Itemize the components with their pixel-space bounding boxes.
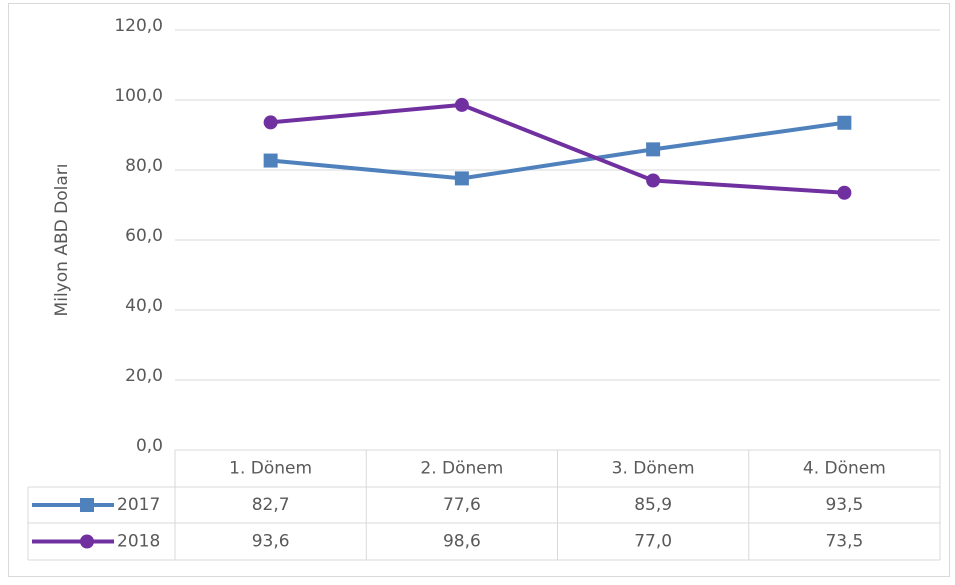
table-cell: 93,5 bbox=[825, 495, 863, 515]
x-tick-label: 4. Dönem bbox=[803, 459, 886, 479]
table-cell: 98,6 bbox=[443, 532, 481, 552]
marker bbox=[646, 173, 661, 188]
series-line bbox=[270, 120, 845, 181]
marker bbox=[263, 153, 278, 168]
table-cell: 93,6 bbox=[252, 532, 290, 552]
table-cell: 73,5 bbox=[825, 532, 863, 552]
y-tick-label: 0,0 bbox=[136, 436, 163, 456]
x-tick-label: 2. Dönem bbox=[420, 459, 503, 479]
x-tick-label: 1. Dönem bbox=[229, 459, 312, 479]
y-tick-label: 80,0 bbox=[125, 156, 163, 176]
y-tick-label: 40,0 bbox=[125, 296, 163, 316]
y-tick-label: 60,0 bbox=[125, 226, 163, 246]
marker bbox=[837, 115, 852, 130]
y-axis-label: Milyon ABD Doları bbox=[52, 164, 72, 317]
table-cell: 82,7 bbox=[252, 495, 290, 515]
x-tick-label: 3. Dönem bbox=[612, 459, 695, 479]
marker bbox=[837, 185, 852, 200]
marker bbox=[646, 142, 661, 157]
chart-border bbox=[8, 3, 950, 577]
marker bbox=[263, 115, 278, 130]
marker bbox=[454, 171, 469, 186]
legend-label: 2018 bbox=[117, 532, 160, 552]
series-line bbox=[270, 102, 845, 195]
y-tick-label: 120,0 bbox=[114, 16, 163, 36]
table-cell: 77,0 bbox=[634, 532, 672, 552]
table-cell: 85,9 bbox=[634, 495, 672, 515]
legend-marker bbox=[80, 534, 94, 549]
y-tick-label: 20,0 bbox=[125, 366, 163, 386]
marker bbox=[454, 97, 469, 112]
legend-label: 2017 bbox=[117, 495, 160, 515]
legend-marker bbox=[80, 498, 94, 512]
y-tick-label: 100,0 bbox=[114, 86, 163, 106]
table-cell: 77,6 bbox=[443, 495, 481, 515]
